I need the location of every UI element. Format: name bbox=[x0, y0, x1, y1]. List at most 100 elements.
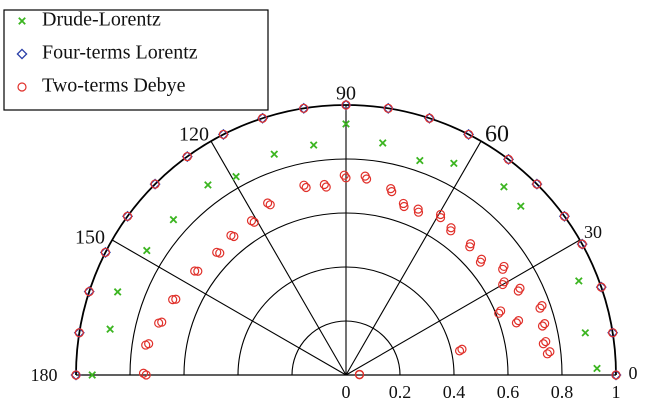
circle-marker bbox=[360, 171, 370, 181]
circle-marker bbox=[435, 213, 446, 223]
diamond-marker bbox=[99, 246, 111, 258]
circle-marker bbox=[218, 129, 229, 140]
legend-label: Two-terms Debye bbox=[42, 75, 186, 97]
circle-marker bbox=[182, 151, 192, 162]
x-marker bbox=[204, 181, 212, 189]
x-marker bbox=[106, 325, 114, 333]
diamond-marker bbox=[122, 210, 134, 222]
angle-tick-label: 120 bbox=[179, 124, 209, 146]
circle-marker bbox=[446, 226, 456, 236]
x-marker bbox=[232, 172, 240, 181]
radial-tick-label: 0 bbox=[342, 382, 351, 402]
angle-spoke bbox=[345, 140, 482, 376]
x-marker bbox=[169, 215, 178, 224]
x-marker bbox=[142, 246, 151, 255]
circle-marker bbox=[515, 283, 525, 293]
circle-marker bbox=[494, 308, 504, 318]
circle-marker bbox=[319, 179, 329, 190]
circle-marker bbox=[321, 182, 331, 192]
circle-marker bbox=[463, 129, 474, 140]
circle-marker bbox=[265, 200, 275, 210]
circle-marker bbox=[190, 266, 200, 276]
circle-marker bbox=[246, 216, 257, 226]
x-marker-legend bbox=[18, 17, 26, 25]
circle-marker bbox=[84, 286, 94, 297]
circle-marker bbox=[435, 209, 446, 220]
circle-marker bbox=[545, 347, 555, 357]
circle-marker bbox=[226, 230, 236, 241]
circle-marker bbox=[398, 198, 409, 209]
radial-tick-label: 0.8 bbox=[551, 382, 574, 402]
circle-marker bbox=[476, 254, 487, 264]
diamond-marker bbox=[558, 210, 570, 222]
circle-marker bbox=[299, 103, 309, 113]
angle-spoke bbox=[345, 239, 581, 376]
circle-marker bbox=[386, 183, 396, 194]
circle-marker bbox=[511, 318, 522, 328]
circle-marker bbox=[263, 198, 273, 208]
circle-marker bbox=[154, 318, 164, 328]
circle-marker bbox=[457, 344, 467, 354]
circle-marker bbox=[424, 113, 435, 123]
circle-marker bbox=[341, 100, 351, 110]
x-marker bbox=[88, 371, 97, 379]
circle-marker bbox=[608, 328, 618, 338]
circle-marker bbox=[301, 182, 311, 193]
radial-tick-label: 0.2 bbox=[389, 382, 412, 402]
circle-marker bbox=[496, 306, 506, 316]
circle-marker bbox=[138, 368, 149, 378]
circle-marker bbox=[513, 316, 524, 326]
circle-marker bbox=[454, 346, 465, 356]
circle-marker bbox=[503, 154, 514, 164]
radial-tick-label: 0.6 bbox=[497, 382, 520, 402]
circle-marker bbox=[513, 286, 523, 296]
circle-marker bbox=[212, 247, 222, 257]
angle-tick-label: 90 bbox=[336, 83, 356, 105]
diamond-marker-legend bbox=[16, 48, 28, 60]
circle-marker bbox=[74, 328, 84, 338]
diamond-marker bbox=[70, 369, 82, 381]
x-marker bbox=[309, 141, 318, 149]
circle-marker bbox=[100, 247, 111, 258]
circle-marker bbox=[299, 180, 309, 190]
circle-marker bbox=[535, 303, 545, 313]
x-marker bbox=[416, 156, 424, 165]
diamond-marker bbox=[423, 112, 435, 124]
circle-marker bbox=[168, 295, 178, 305]
circle-marker bbox=[171, 294, 181, 304]
legend-label: Drude-Lorentz bbox=[42, 9, 161, 31]
circle-marker bbox=[341, 173, 351, 183]
legend-frame bbox=[3, 9, 269, 111]
x-marker bbox=[500, 182, 508, 191]
angle-tick-label: 0 bbox=[629, 363, 638, 383]
circle-marker bbox=[257, 113, 268, 123]
legend-label: Four-terms Lorentz bbox=[42, 42, 198, 64]
x-marker bbox=[270, 150, 279, 159]
x-marker bbox=[342, 120, 350, 128]
circle-marker bbox=[499, 261, 509, 272]
circle-marker bbox=[596, 282, 606, 292]
x-marker bbox=[113, 288, 122, 296]
diamond-marker bbox=[257, 112, 269, 124]
diamond-marker bbox=[73, 327, 85, 339]
angle-tick-label: 150 bbox=[75, 227, 105, 249]
circle-marker bbox=[465, 239, 476, 249]
circle-marker bbox=[150, 179, 160, 189]
circle-marker bbox=[537, 321, 548, 331]
circle-marker bbox=[141, 370, 151, 380]
diamond-marker bbox=[610, 369, 622, 381]
circle-marker bbox=[541, 336, 551, 347]
circle-marker bbox=[383, 103, 393, 113]
angle-tick-label: 60 bbox=[485, 122, 509, 148]
data-markers bbox=[70, 99, 622, 381]
circle-marker bbox=[122, 211, 133, 221]
circle-marker bbox=[538, 339, 548, 349]
radial-tick-label: 1 bbox=[612, 382, 621, 402]
circle-marker bbox=[446, 223, 456, 233]
circle-marker bbox=[413, 207, 424, 217]
circle-marker bbox=[71, 370, 81, 380]
diamond-marker bbox=[607, 327, 619, 339]
circle-marker bbox=[141, 340, 151, 350]
circle-marker-legend bbox=[17, 82, 27, 92]
